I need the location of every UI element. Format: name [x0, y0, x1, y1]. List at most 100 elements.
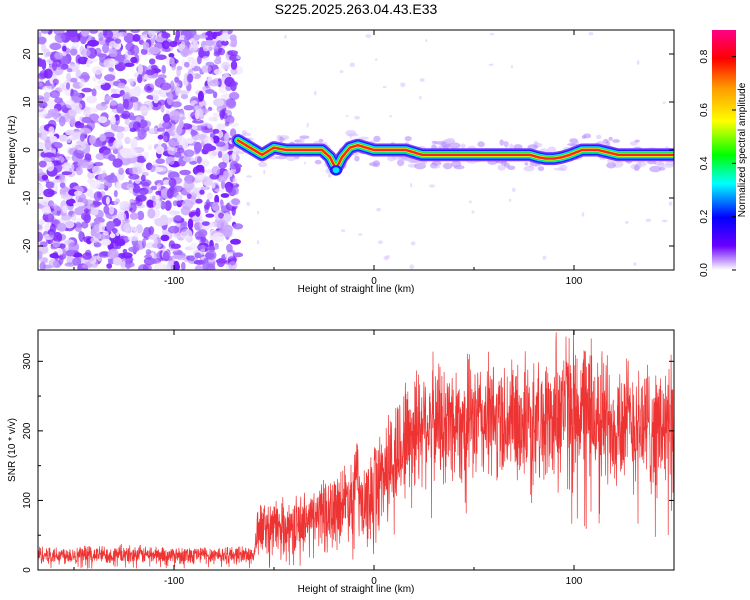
noise-speckle — [208, 79, 220, 87]
y-tick-label: -10 — [22, 190, 33, 205]
noise-speckle — [128, 115, 138, 121]
noise-speckle — [65, 155, 71, 161]
noise-speckle — [223, 214, 232, 222]
figure-title: S225.2025.263.04.43.E33 — [275, 1, 438, 17]
noise-speckle — [42, 257, 49, 264]
faint-speckle — [429, 184, 435, 188]
noise-speckle — [58, 116, 66, 127]
noise-speckle — [38, 107, 48, 118]
noise-speckle — [223, 170, 229, 179]
spectrogram-heatmap — [38, 30, 674, 270]
noise-speckle — [168, 53, 175, 58]
noise-speckle — [180, 30, 190, 36]
x-tick-label: 0 — [371, 576, 377, 587]
noise-speckle — [168, 138, 180, 148]
faint-speckle — [383, 255, 389, 261]
noise-speckle — [196, 245, 207, 250]
noise-speckle — [140, 167, 146, 173]
halo-blob — [612, 139, 620, 143]
noise-speckle — [211, 166, 220, 176]
halo-blob — [460, 143, 466, 149]
noise-speckle — [126, 148, 137, 159]
noise-speckle — [214, 188, 225, 193]
colorbar-tick-label: 0.0 — [699, 263, 710, 277]
noise-speckle — [214, 58, 222, 65]
halo-blob — [523, 165, 535, 172]
noise-speckle — [202, 181, 213, 187]
noise-speckle — [195, 207, 201, 217]
noise-speckle — [70, 136, 79, 141]
noise-speckle — [118, 252, 126, 260]
halo-blob — [553, 167, 565, 171]
noise-speckle — [42, 212, 55, 223]
noise-speckle — [179, 169, 191, 176]
noise-speckle — [49, 90, 61, 99]
noise-speckle — [70, 102, 83, 111]
noise-speckle — [222, 224, 234, 235]
noise-speckle — [111, 227, 118, 234]
noise-speckle — [59, 83, 64, 92]
noise-speckle — [211, 32, 217, 40]
halo-blob — [524, 162, 529, 166]
noise-speckle — [57, 222, 67, 232]
spectrogram-xlabel: Height of straight line (km) — [298, 284, 415, 295]
noise-speckle — [158, 99, 166, 106]
noise-speckle — [206, 192, 213, 200]
noise-speckle — [173, 232, 183, 239]
halo-blob — [581, 135, 587, 139]
faint-speckle — [376, 207, 381, 212]
halo-blob — [547, 146, 557, 154]
noise-speckle — [136, 155, 147, 164]
halo-blob — [509, 143, 514, 150]
noise-speckle — [149, 165, 156, 173]
noise-speckle — [128, 173, 140, 180]
noise-speckle — [194, 252, 201, 259]
noise-speckle — [179, 221, 188, 232]
noise-speckle — [137, 264, 149, 270]
noise-speckle — [192, 215, 199, 221]
noise-speckle — [150, 258, 157, 264]
faint-speckle — [263, 169, 266, 175]
noise-speckle — [183, 105, 194, 111]
halo-blob — [513, 144, 523, 150]
noise-speckle — [44, 139, 52, 151]
halo-blob — [258, 161, 268, 168]
noise-speckle — [89, 135, 96, 145]
faint-speckle — [340, 229, 346, 233]
halo-blob — [387, 154, 396, 162]
noise-speckle — [110, 60, 119, 66]
ridge-dip-core — [332, 167, 340, 174]
noise-speckle — [212, 112, 221, 118]
noise-speckle — [194, 147, 200, 155]
noise-speckle — [75, 166, 83, 176]
noise-speckle — [127, 235, 139, 242]
noise-speckle — [163, 135, 168, 142]
noise-speckle — [39, 261, 46, 270]
noise-speckle — [79, 56, 85, 62]
y-tick-label: 10 — [22, 96, 33, 108]
noise-speckle — [50, 203, 58, 209]
noise-speckle — [142, 42, 150, 50]
colorbar-tick-label: 0.2 — [699, 209, 710, 223]
noise-speckle — [133, 85, 142, 97]
faint-speckle — [410, 183, 413, 188]
noise-speckle — [62, 45, 67, 52]
noise-speckle — [38, 95, 44, 100]
noise-speckle — [205, 61, 215, 67]
noise-speckle — [183, 180, 194, 191]
noise-speckle — [113, 190, 118, 198]
halo-blob — [369, 162, 379, 167]
colorbar-label: Normalized spectral amplitude — [737, 82, 748, 217]
noise-speckle — [128, 202, 137, 213]
x-tick-label: 100 — [566, 276, 583, 287]
noise-speckle — [48, 126, 55, 134]
noise-speckle — [226, 243, 233, 253]
noise-speckle — [52, 78, 59, 86]
noise-speckle — [211, 151, 217, 156]
noise-speckle — [86, 58, 98, 63]
noise-speckle — [58, 254, 64, 265]
noise-speckle — [80, 35, 87, 45]
x-tick-label: -100 — [164, 276, 184, 287]
noise-speckle — [216, 123, 226, 131]
noise-speckle — [55, 59, 62, 68]
